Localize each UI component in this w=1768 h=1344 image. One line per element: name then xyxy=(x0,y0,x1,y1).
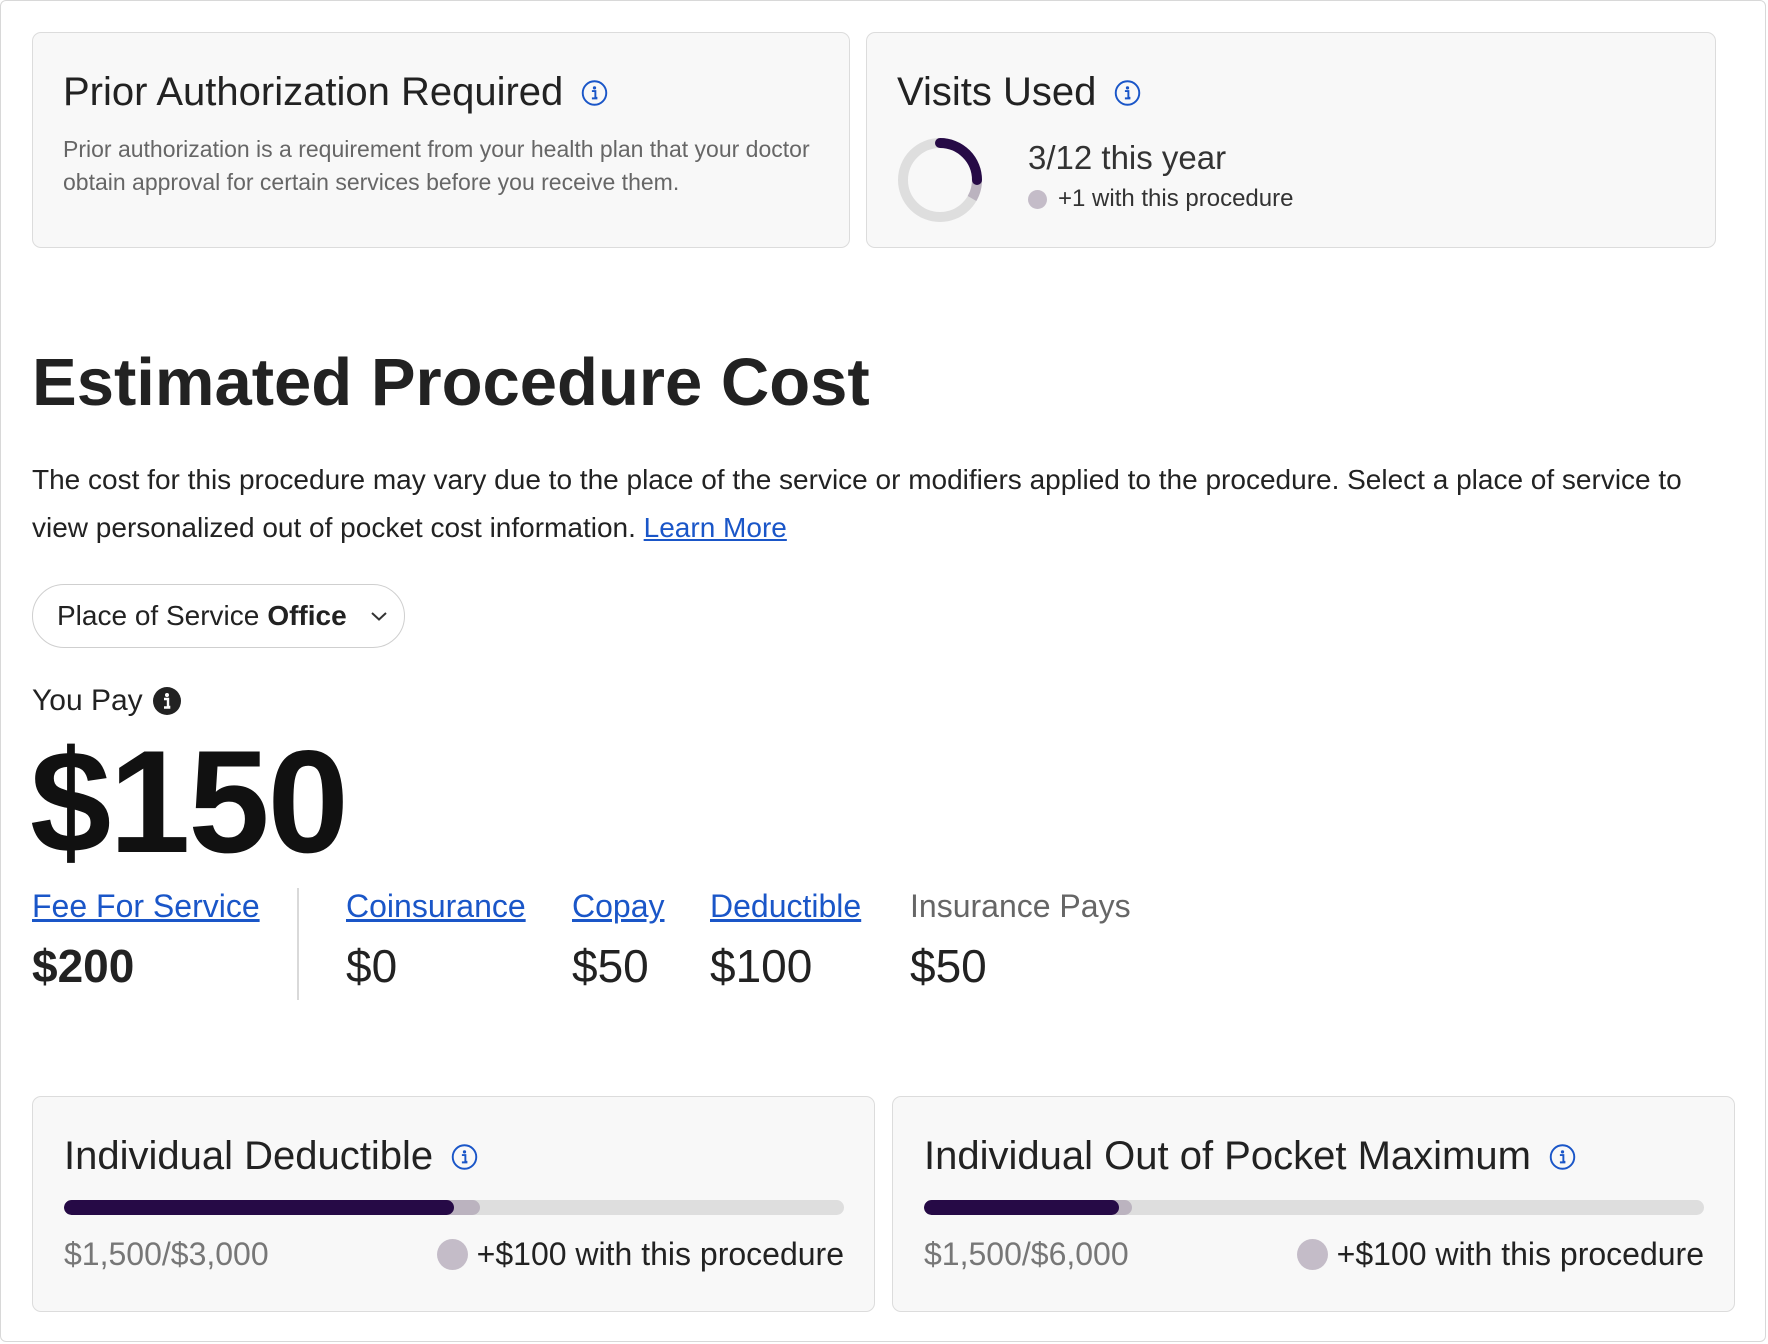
info-filled-icon[interactable] xyxy=(152,686,182,716)
visits-count: 3/12 this year xyxy=(1028,139,1227,176)
place-of-service-label: Place of Service xyxy=(57,600,260,631)
place-of-service-value: Office xyxy=(267,600,347,631)
deductible-link[interactable]: Deductible xyxy=(710,888,862,924)
deductible-value: $100 xyxy=(710,940,813,992)
visits-extra-text: +1 with this procedure xyxy=(1058,185,1294,212)
oop-title-row: Individual Out of Pocket Maximum xyxy=(924,1134,1576,1179)
deductible-item: Deductible $100 xyxy=(710,888,861,993)
oop-amount: $1,500/$6,000 xyxy=(924,1236,1129,1272)
coinsurance-value: $0 xyxy=(346,940,398,992)
place-of-service-select[interactable]: Place of Service Office xyxy=(32,584,405,648)
coinsurance-link[interactable]: Coinsurance xyxy=(346,888,526,924)
prior-auth-card: Prior Authorization Required Prior autho… xyxy=(32,32,850,248)
visits-used-card: Visits Used 3/12 this year +1 with this … xyxy=(866,32,1716,248)
info-icon[interactable] xyxy=(1549,1143,1576,1170)
visits-extra-row: +1 with this procedure xyxy=(1028,185,1293,213)
visits-donut-chart xyxy=(898,138,982,222)
pending-dot xyxy=(436,1239,468,1270)
section-title: Estimated Procedure Cost xyxy=(32,345,870,420)
oop-extra-text: +$100 with this procedure xyxy=(1336,1236,1704,1272)
copay-value: $50 xyxy=(572,940,649,992)
oop-card-title: Individual Out of Pocket Maximum xyxy=(924,1134,1531,1178)
info-icon[interactable] xyxy=(451,1143,478,1170)
insurance-pays-value: $50 xyxy=(910,940,987,992)
deductible-progress-bar xyxy=(64,1200,844,1215)
pending-dot xyxy=(1028,189,1047,209)
breakdown-divider xyxy=(297,888,299,1000)
you-pay-amount: $150 xyxy=(30,720,349,883)
oop-used-fill xyxy=(924,1200,1119,1215)
insurance-pays-label: Insurance Pays xyxy=(910,888,1131,924)
fee-for-service-value: $200 xyxy=(32,940,135,992)
pending-dot xyxy=(1296,1239,1328,1270)
fee-for-service-link[interactable]: Fee For Service xyxy=(32,888,260,924)
info-icon[interactable] xyxy=(581,79,608,106)
donut-used-arc xyxy=(935,138,982,185)
you-pay-label: You Pay xyxy=(32,684,143,717)
prior-auth-description: Prior authorization is a requirement fro… xyxy=(63,136,810,195)
chevron-down-icon xyxy=(369,610,389,622)
insurance-pays-item: Insurance Pays $50 xyxy=(910,888,1131,993)
section-description-text: The cost for this procedure may vary due… xyxy=(32,464,1682,543)
copay-link[interactable]: Copay xyxy=(572,888,665,924)
info-icon[interactable] xyxy=(1114,79,1141,106)
deductible-amount: $1,500/$3,000 xyxy=(64,1236,269,1272)
deductible-title-row: Individual Deductible xyxy=(64,1134,478,1179)
oop-progress-bar xyxy=(924,1200,1704,1215)
fee-for-service-item: Fee For Service $200 xyxy=(32,888,260,993)
deductible-extra-row: +$100 with this procedure xyxy=(436,1236,844,1273)
prior-auth-title: Prior Authorization Required xyxy=(63,70,564,114)
oop-extra-row: +$100 with this procedure xyxy=(1296,1236,1704,1273)
prior-auth-title-row: Prior Authorization Required xyxy=(63,70,608,115)
visits-title-row: Visits Used xyxy=(897,70,1141,115)
visits-title: Visits Used xyxy=(897,70,1097,114)
you-pay-row: You Pay xyxy=(32,684,182,718)
copay-item: Copay $50 xyxy=(572,888,665,993)
deductible-extra-text: +$100 with this procedure xyxy=(476,1236,844,1272)
section-description: The cost for this procedure may vary due… xyxy=(32,456,1722,552)
coinsurance-item: Coinsurance $0 xyxy=(346,888,526,993)
deductible-card-title: Individual Deductible xyxy=(64,1134,434,1178)
learn-more-link[interactable]: Learn More xyxy=(643,512,787,543)
deductible-used-fill xyxy=(64,1200,454,1215)
